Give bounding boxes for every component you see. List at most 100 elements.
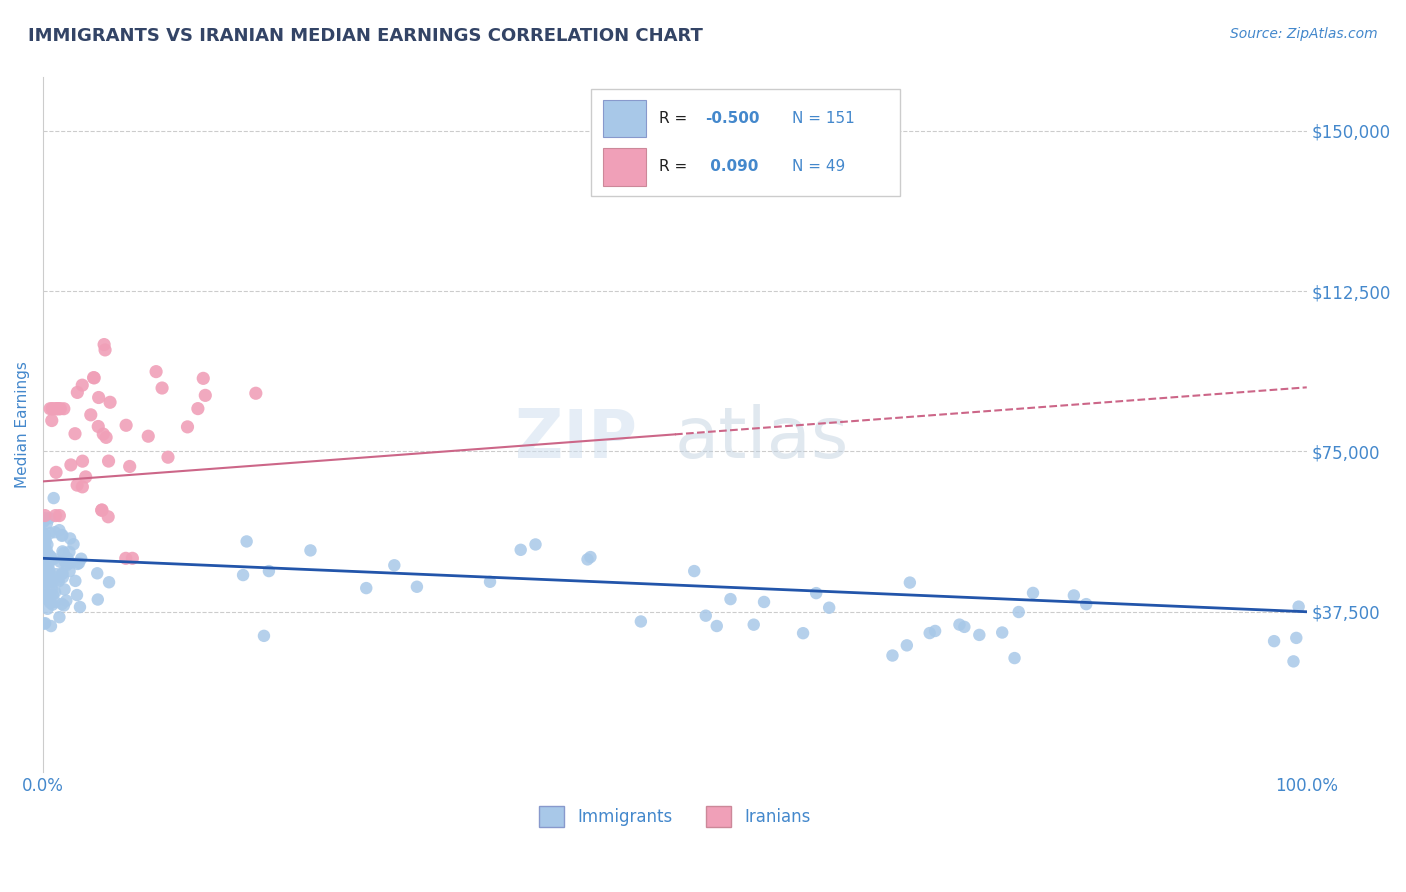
- Point: [34, 591, 56, 605]
- Point: [898, 575, 921, 590]
- Point: [45, 567, 67, 582]
- Text: R =: R =: [658, 111, 692, 126]
- Point: [121, 551, 143, 566]
- Point: [35, 516, 58, 531]
- Point: [39, 595, 62, 609]
- Point: [32, 574, 55, 588]
- Point: [35, 574, 58, 588]
- Point: [44, 595, 66, 609]
- Point: [818, 600, 841, 615]
- Point: [34, 508, 56, 523]
- Point: [65, 574, 87, 588]
- Point: [35, 552, 58, 566]
- Point: [53, 554, 76, 568]
- Point: [32, 548, 55, 562]
- Point: [38, 573, 60, 587]
- Point: [45, 466, 67, 480]
- Point: [1004, 651, 1026, 665]
- Point: [406, 580, 429, 594]
- Point: [187, 401, 209, 416]
- Point: [90, 503, 112, 517]
- Point: [56, 551, 79, 566]
- Point: [51, 528, 73, 542]
- Point: [42, 551, 65, 566]
- Point: [1282, 654, 1305, 668]
- Point: [354, 581, 377, 595]
- Point: [34, 528, 56, 542]
- Point: [34, 616, 56, 631]
- Point: [32, 589, 55, 603]
- Point: [87, 419, 110, 434]
- Point: [32, 532, 55, 546]
- Point: [86, 566, 108, 581]
- Point: [576, 552, 599, 566]
- Point: [193, 371, 215, 385]
- Point: [32, 559, 55, 574]
- Point: [39, 619, 62, 633]
- Point: [752, 595, 775, 609]
- Point: [34, 553, 56, 567]
- Point: [93, 337, 115, 351]
- Point: [176, 420, 198, 434]
- Point: [695, 608, 717, 623]
- Point: [67, 556, 90, 570]
- Point: [114, 551, 136, 566]
- Text: N = 151: N = 151: [792, 111, 855, 126]
- Point: [156, 450, 179, 465]
- Point: [45, 401, 67, 416]
- Point: [35, 591, 58, 605]
- Text: IMMIGRANTS VS IRANIAN MEDIAN EARNINGS CORRELATION CHART: IMMIGRANTS VS IRANIAN MEDIAN EARNINGS CO…: [28, 27, 703, 45]
- Text: -0.500: -0.500: [704, 111, 759, 126]
- Point: [32, 555, 55, 569]
- Point: [115, 418, 138, 433]
- Point: [52, 599, 75, 613]
- Point: [32, 558, 55, 572]
- Point: [38, 575, 60, 590]
- Point: [34, 543, 56, 558]
- Point: [41, 401, 63, 416]
- Point: [194, 388, 217, 402]
- Point: [257, 564, 280, 578]
- Point: [52, 546, 75, 560]
- Point: [44, 570, 66, 584]
- Point: [32, 571, 55, 585]
- Point: [45, 401, 67, 416]
- Point: [48, 523, 70, 537]
- Point: [97, 454, 120, 468]
- Point: [66, 478, 89, 492]
- Point: [66, 588, 89, 602]
- Text: Source: ZipAtlas.com: Source: ZipAtlas.com: [1230, 27, 1378, 41]
- Point: [62, 537, 84, 551]
- Point: [42, 588, 65, 602]
- Point: [34, 555, 56, 569]
- Point: [41, 574, 63, 589]
- Point: [253, 629, 276, 643]
- Point: [53, 582, 76, 597]
- Point: [479, 574, 502, 589]
- Point: [34, 560, 56, 574]
- Point: [51, 566, 73, 581]
- Point: [90, 503, 112, 517]
- Point: [39, 401, 62, 416]
- Point: [1063, 589, 1085, 603]
- Point: [44, 585, 66, 599]
- Point: [70, 551, 93, 566]
- Point: [52, 401, 75, 416]
- Point: [32, 556, 55, 570]
- Point: [42, 491, 65, 505]
- Point: [924, 624, 946, 638]
- Point: [32, 570, 55, 584]
- Point: [32, 554, 55, 568]
- Point: [37, 564, 59, 578]
- Point: [35, 543, 58, 558]
- Point: [39, 549, 62, 563]
- Point: [80, 408, 103, 422]
- Point: [97, 509, 120, 524]
- Point: [38, 549, 60, 563]
- Point: [87, 391, 110, 405]
- Point: [66, 557, 89, 571]
- Point: [579, 550, 602, 565]
- Point: [34, 534, 56, 549]
- Point: [38, 511, 60, 525]
- Point: [32, 538, 55, 552]
